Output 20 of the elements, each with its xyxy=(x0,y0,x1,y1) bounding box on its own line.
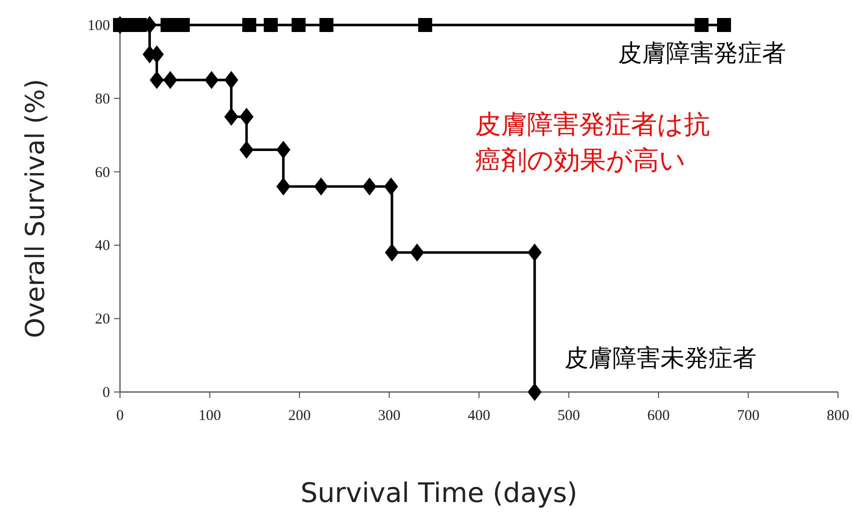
x-tick-label: 400 xyxy=(468,408,490,424)
x-axis-title: Survival Time (days) xyxy=(300,478,578,509)
x-tick-label: 100 xyxy=(198,408,221,424)
series-label: 皮膚障害発症者 xyxy=(618,39,786,67)
x-tick-label: 700 xyxy=(737,408,760,424)
series-label: 皮膚障害未発症者 xyxy=(564,344,757,372)
y-tick-label: 60 xyxy=(95,164,110,181)
y-tick-label: 100 xyxy=(88,18,110,34)
x-tick-label: 200 xyxy=(288,408,311,424)
annotation: 皮膚障害発症者は抗癌剤の効果が高い xyxy=(475,110,710,176)
y-tick-label: 20 xyxy=(95,312,110,328)
y-tick-label: 40 xyxy=(95,238,110,254)
x-tick-label: 0 xyxy=(116,408,124,424)
y-tick-label: 0 xyxy=(102,385,110,401)
x-tick-label: 600 xyxy=(647,408,670,424)
x-tick-label: 500 xyxy=(558,408,580,424)
y-axis-title: Overall Survival (%) xyxy=(21,78,51,338)
y-tick-label: 80 xyxy=(95,91,110,108)
x-tick-label: 800 xyxy=(826,408,850,424)
x-tick-label: 300 xyxy=(378,408,400,424)
